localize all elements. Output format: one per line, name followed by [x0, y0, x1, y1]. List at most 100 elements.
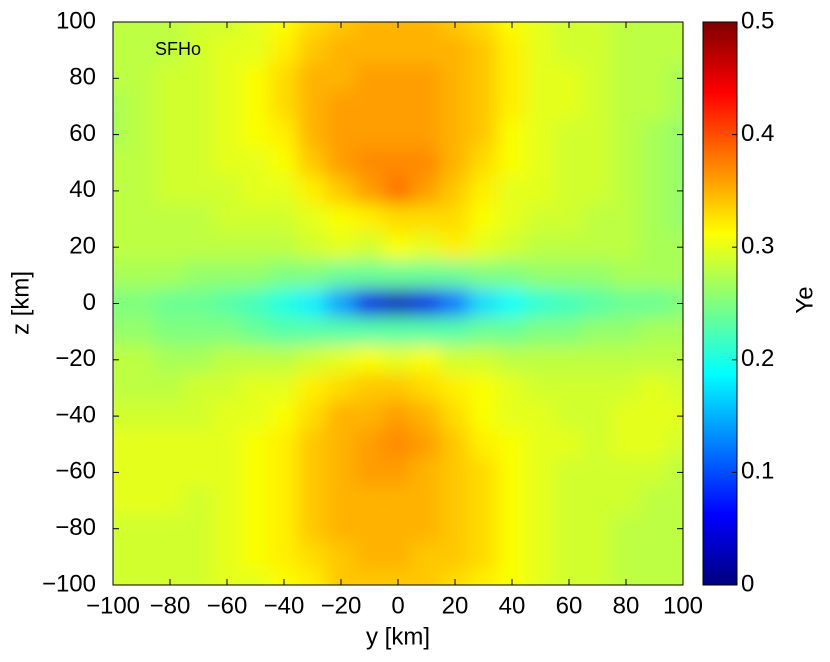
cell	[113, 35, 128, 65]
cell	[611, 345, 641, 375]
y-tick-label: −100	[42, 570, 96, 597]
cell	[297, 429, 328, 459]
cell	[354, 91, 385, 122]
cell	[326, 176, 356, 206]
cell	[668, 148, 683, 178]
cell	[297, 148, 328, 178]
cell	[554, 35, 584, 65]
cell	[411, 232, 442, 262]
cell	[212, 22, 242, 37]
cell	[639, 63, 670, 93]
cell	[497, 288, 527, 319]
cell	[554, 542, 584, 572]
cell	[497, 176, 527, 206]
cell	[212, 542, 242, 572]
cell	[639, 120, 670, 150]
cell	[354, 120, 385, 150]
cell	[554, 288, 584, 319]
cell	[611, 373, 641, 403]
cell	[113, 457, 128, 487]
cell	[582, 542, 613, 572]
cell	[183, 35, 214, 65]
cell	[411, 457, 442, 487]
cell	[497, 401, 527, 431]
cell	[554, 22, 584, 37]
cell	[411, 176, 442, 206]
cell	[113, 485, 128, 516]
cell	[582, 204, 613, 234]
cell	[354, 232, 385, 262]
cell	[113, 260, 128, 290]
cell	[155, 232, 185, 262]
cell	[183, 260, 214, 290]
cell	[113, 570, 128, 585]
cell	[497, 542, 527, 572]
cell	[639, 345, 670, 375]
cell	[212, 317, 242, 347]
cell	[269, 35, 299, 65]
x-tick-label: −60	[207, 592, 248, 619]
cell	[240, 232, 271, 262]
cell	[468, 63, 499, 93]
cell	[113, 120, 128, 150]
cell	[440, 542, 470, 572]
cell	[354, 457, 385, 487]
cell	[155, 35, 185, 65]
cell	[668, 176, 683, 206]
cell	[525, 345, 556, 375]
cell	[126, 288, 157, 319]
cell	[126, 260, 157, 290]
cell	[468, 91, 499, 122]
cell	[354, 176, 385, 206]
cell	[212, 120, 242, 150]
cell	[468, 232, 499, 262]
cell	[126, 542, 157, 572]
cell	[155, 148, 185, 178]
y-tick-label: 100	[56, 7, 96, 34]
colorbar	[702, 21, 738, 586]
cell	[611, 176, 641, 206]
cell	[440, 260, 470, 290]
cell	[383, 485, 413, 516]
cell	[468, 485, 499, 516]
cell	[126, 35, 157, 65]
cell	[240, 148, 271, 178]
cell	[497, 570, 527, 585]
cell	[354, 485, 385, 516]
cell	[297, 542, 328, 572]
cell	[668, 514, 683, 544]
cell	[212, 176, 242, 206]
cell	[212, 91, 242, 122]
cell	[582, 176, 613, 206]
cell	[554, 429, 584, 459]
cell	[639, 401, 670, 431]
cell	[297, 317, 328, 347]
cell	[183, 288, 214, 319]
cell	[668, 288, 683, 319]
cell	[554, 232, 584, 262]
cell	[582, 288, 613, 319]
cell	[668, 63, 683, 93]
cell	[468, 570, 499, 585]
colorbar-tick-label: 0.3	[741, 233, 774, 260]
cell	[639, 514, 670, 544]
cell	[525, 542, 556, 572]
cell	[440, 120, 470, 150]
cell	[269, 120, 299, 150]
cell	[554, 176, 584, 206]
cell	[269, 204, 299, 234]
cell	[611, 148, 641, 178]
cell	[639, 260, 670, 290]
cell	[126, 22, 157, 37]
cell	[212, 204, 242, 234]
cell	[240, 485, 271, 516]
cell	[611, 63, 641, 93]
cell	[354, 373, 385, 403]
cell	[183, 373, 214, 403]
cell	[183, 542, 214, 572]
cell	[240, 260, 271, 290]
cell	[383, 345, 413, 375]
cell	[668, 317, 683, 347]
cell	[554, 317, 584, 347]
cell	[297, 401, 328, 431]
